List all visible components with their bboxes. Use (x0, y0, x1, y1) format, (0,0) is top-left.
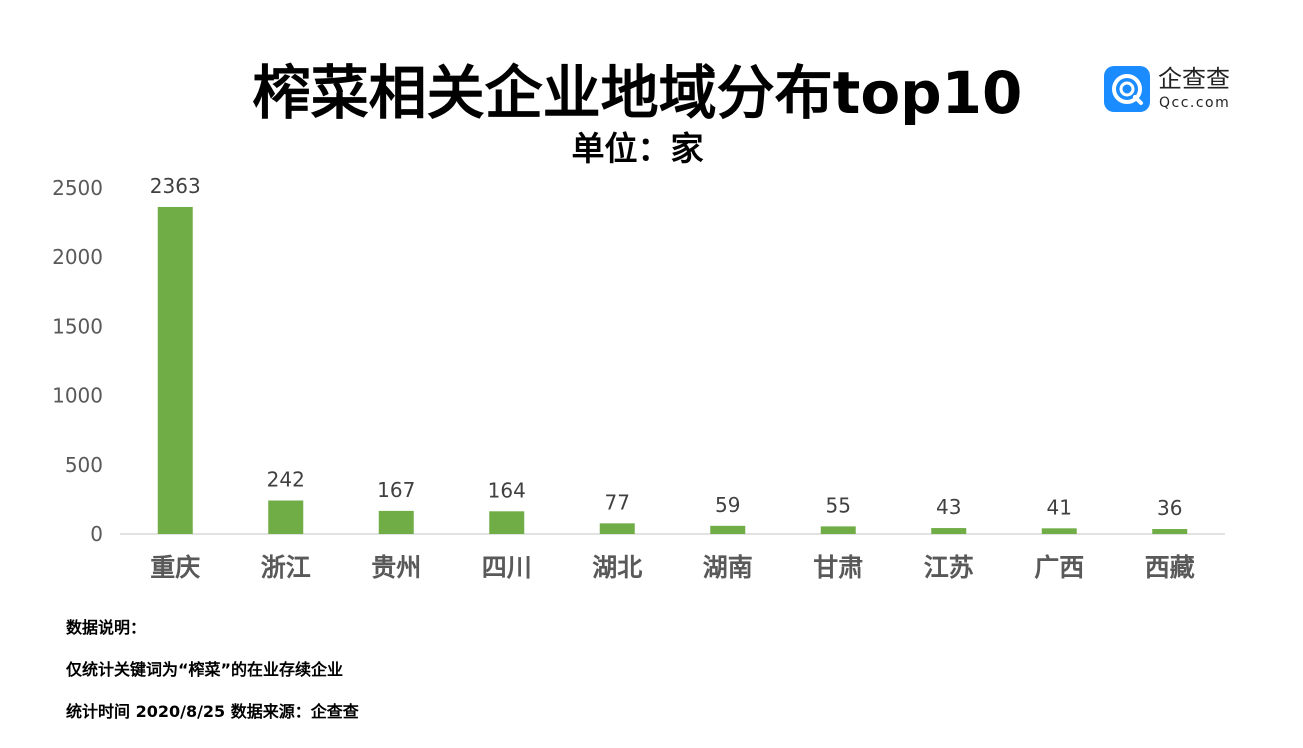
y-tick-label: 1000 (52, 384, 103, 408)
bar (157, 206, 193, 534)
bar (599, 523, 635, 534)
notes-heading: 数据说明： (66, 618, 147, 637)
notes-scope: 仅统计关键词为“榨菜”的在业存续企业 (66, 660, 344, 679)
data-label: 59 (715, 493, 740, 517)
data-label: 242 (267, 468, 305, 492)
data-label: 43 (936, 495, 961, 519)
data-label: 55 (826, 493, 851, 517)
bar (1041, 528, 1077, 534)
y-tick-label: 0 (90, 522, 103, 546)
y-tick-label: 2500 (52, 176, 103, 200)
x-tick-label: 湖南 (703, 553, 753, 582)
brand-logo: 企查查 Qcc.com (1104, 64, 1244, 114)
bar (710, 525, 746, 534)
y-tick-label: 1500 (52, 314, 103, 338)
bar (931, 528, 967, 534)
x-tick-label: 浙江 (261, 553, 311, 582)
logo-name: 企查查 (1158, 65, 1230, 93)
bar (1152, 529, 1188, 534)
y-tick-label: 500 (65, 453, 103, 477)
logo-url: Qcc.com (1159, 95, 1231, 111)
data-label: 36 (1157, 496, 1182, 520)
bar (268, 500, 304, 534)
chart-title: 榨菜相关企业地域分布top10 (252, 59, 1023, 127)
bar (378, 510, 414, 534)
bar (820, 526, 856, 534)
data-label: 164 (488, 478, 526, 502)
x-tick-label: 贵州 (371, 553, 421, 582)
y-tick-label: 2000 (52, 245, 103, 269)
data-label: 41 (1047, 495, 1072, 519)
data-label: 167 (377, 478, 415, 502)
data-label: 2363 (150, 174, 201, 198)
x-tick-label: 湖北 (592, 553, 642, 582)
x-tick-label: 四川 (482, 553, 532, 582)
qcc-logo-icon (1104, 66, 1150, 112)
notes-source: 统计时间 2020/8/25 数据来源：企查查 (66, 702, 359, 721)
x-tick-label: 江苏 (924, 553, 974, 582)
data-label: 77 (605, 490, 630, 514)
x-tick-label: 重庆 (150, 553, 200, 582)
chart-subtitle: 单位：家 (571, 129, 704, 168)
x-tick-label: 西藏 (1145, 553, 1195, 582)
x-tick-label: 甘肃 (813, 553, 863, 582)
bar (489, 511, 525, 534)
x-tick-label: 广西 (1034, 553, 1084, 582)
